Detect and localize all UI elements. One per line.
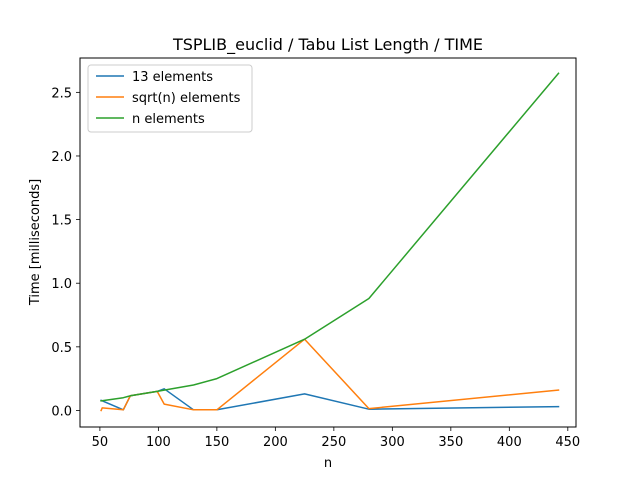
legend-label-0: 13 elements (132, 70, 213, 85)
y-axis-label: Time [milliseconds] (28, 179, 43, 306)
plot-lines (100, 72, 560, 412)
x-axis-ticks: 50 100 150 200 250 300 350 400 450 (92, 427, 580, 450)
series-line-1 (100, 338, 560, 412)
chart-title: TSPLIB_euclid / Tabu List Length / TIME (172, 35, 483, 55)
y-tick-label: 0.0 (51, 404, 72, 419)
series-line-2 (100, 72, 560, 402)
x-tick-label: 100 (146, 435, 171, 450)
x-tick-label: 300 (380, 435, 405, 450)
y-tick-label: 2.0 (51, 150, 72, 165)
x-tick-label: 200 (263, 435, 288, 450)
plot-frame (79, 57, 577, 428)
y-tick-label: 2.5 (51, 86, 72, 101)
x-tick-label: 50 (92, 435, 109, 450)
x-tick-label: 350 (438, 435, 463, 450)
x-tick-label: 150 (204, 435, 229, 450)
legend: 13 elements sqrt(n) elements n elements (87, 64, 253, 133)
x-tick-label: 250 (321, 435, 346, 450)
y-tick-label: 1.5 (51, 214, 72, 229)
y-axis-ticks: 0.0 0.5 1.0 1.5 2.0 2.5 (51, 86, 80, 419)
legend-frame (87, 64, 253, 133)
x-tick-label: 450 (555, 435, 580, 450)
x-tick-label: 400 (497, 435, 522, 450)
legend-label-2: n elements (132, 112, 205, 127)
y-tick-label: 1.0 (51, 277, 72, 292)
legend-label-1: sqrt(n) elements (132, 91, 241, 106)
x-axis-label: n (324, 456, 332, 471)
y-tick-label: 0.5 (51, 341, 72, 356)
